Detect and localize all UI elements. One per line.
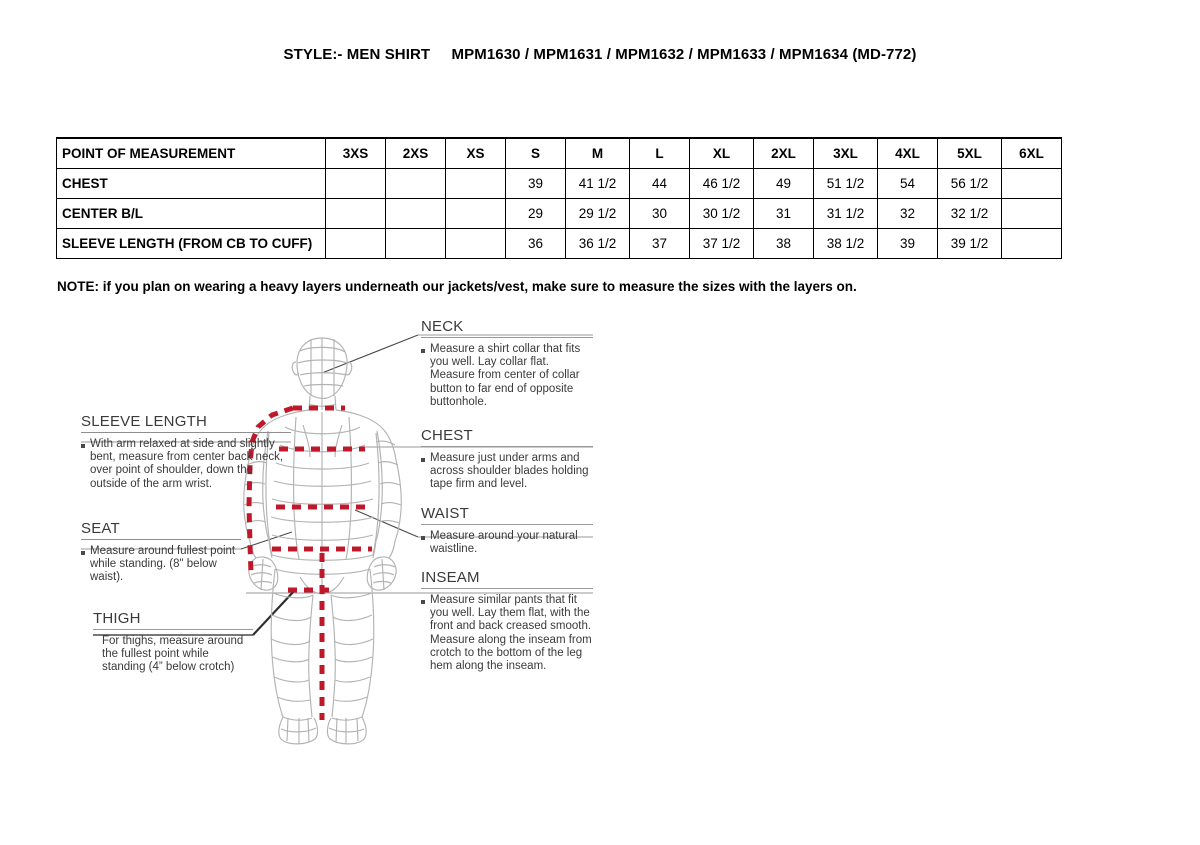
table-cell: 30 [629, 197, 690, 229]
table-cell: 29 [505, 197, 566, 229]
bullet-icon [81, 551, 85, 555]
table-cell: 41 1/2 [565, 167, 630, 199]
column-header: S [505, 137, 566, 169]
callout-neck: NECK Measure a shirt collar that fits yo… [421, 318, 593, 409]
table-cell: 54 [877, 167, 938, 199]
body-figure-illustration [81, 334, 593, 745]
column-header: XS [445, 137, 506, 169]
table-cell [325, 227, 386, 259]
table-cell: 37 1/2 [689, 227, 754, 259]
callout-sleeve-length: SLEEVE LENGTH With arm relaxed at side a… [81, 413, 291, 491]
callout-waist: WAIST Measure around your natural waistl… [421, 505, 593, 556]
note-text: NOTE: if you plan on wearing a heavy lay… [57, 279, 857, 294]
callout-seat: SEAT Measure around fullest point while … [81, 520, 241, 585]
callout-heading: SLEEVE LENGTH [81, 413, 291, 433]
table-cell: 31 1/2 [813, 197, 878, 229]
table-cell: 38 [753, 227, 814, 259]
callout-text: Measure around your natural waistline. [430, 530, 578, 556]
table-cell: 30 1/2 [689, 197, 754, 229]
table-cell [445, 197, 506, 229]
table-cell: 37 [629, 227, 690, 259]
row-label: SLEEVE LENGTH (FROM CB TO CUFF) [56, 227, 326, 259]
table-cell [385, 197, 446, 229]
callout-text: Measure just under arms and across shoul… [430, 452, 589, 491]
callout-inseam: INSEAM Measure similar pants that fit yo… [421, 569, 593, 673]
bullet-icon [421, 458, 425, 462]
callout-text: With arm relaxed at side and slightly be… [90, 438, 284, 490]
column-header: 3XS [325, 137, 386, 169]
table-cell [1001, 167, 1062, 199]
size-chart-table: POINT OF MEASUREMENT 3XS 2XS XS S M L XL… [56, 137, 1062, 259]
column-header: XL [689, 137, 754, 169]
table-cell [385, 167, 446, 199]
callout-heading: THIGH [93, 610, 253, 630]
callout-heading: INSEAM [421, 569, 593, 589]
measurement-lines [246, 405, 372, 720]
column-header: POINT OF MEASUREMENT [56, 137, 326, 169]
table-cell: 32 [877, 197, 938, 229]
table-cell: 39 [505, 167, 566, 199]
row-label: CHEST [56, 167, 326, 199]
table-cell [445, 167, 506, 199]
column-header: 2XL [753, 137, 814, 169]
bullet-icon [421, 600, 425, 604]
callout-chest: CHEST Measure just under arms and across… [421, 427, 593, 492]
table-cell: 38 1/2 [813, 227, 878, 259]
table-cell [325, 167, 386, 199]
table-cell [325, 197, 386, 229]
table-cell: 36 [505, 227, 566, 259]
callout-heading: NECK [421, 318, 593, 338]
table-cell [1001, 197, 1062, 229]
table-cell: 51 1/2 [813, 167, 878, 199]
row-label: CENTER B/L [56, 197, 326, 229]
column-header: L [629, 137, 690, 169]
callout-heading: WAIST [421, 505, 593, 525]
table-cell: 36 1/2 [565, 227, 630, 259]
column-header: 2XS [385, 137, 446, 169]
table-cell: 32 1/2 [937, 197, 1002, 229]
table-cell: 39 1/2 [937, 227, 1002, 259]
column-header: M [565, 137, 630, 169]
callout-text: Measure similar pants that fit you well.… [430, 594, 592, 673]
table-cell: 56 1/2 [937, 167, 1002, 199]
table-cell: 49 [753, 167, 814, 199]
callout-heading: CHEST [421, 427, 593, 447]
table-cell: 39 [877, 227, 938, 259]
table-cell [385, 227, 446, 259]
column-header: 6XL [1001, 137, 1062, 169]
table-cell [445, 227, 506, 259]
callout-text: Measure a shirt collar that fits you wel… [430, 343, 581, 408]
callout-thigh: THIGH For thighs, measure around the ful… [93, 610, 253, 675]
column-header: 5XL [937, 137, 1002, 169]
callout-text: For thighs, measure around the fullest p… [102, 635, 244, 674]
table-header-row: POINT OF MEASUREMENT 3XS 2XS XS S M L XL… [56, 137, 1062, 169]
measurement-diagram: NECK Measure a shirt collar that fits yo… [0, 305, 1200, 755]
callout-heading: SEAT [81, 520, 241, 540]
table-cell: 29 1/2 [565, 197, 630, 229]
callout-text: Measure around fullest point while stand… [90, 545, 236, 584]
table-cell [1001, 227, 1062, 259]
page-title: STYLE:- MEN SHIRT MPM1630 / MPM1631 / MP… [283, 46, 917, 63]
table-row: CENTER B/L 29 29 1/2 30 30 1/2 31 31 1/2… [56, 197, 1062, 229]
table-row: SLEEVE LENGTH (FROM CB TO CUFF) 36 36 1/… [56, 227, 1062, 259]
table-cell: 44 [629, 167, 690, 199]
table-cell: 31 [753, 197, 814, 229]
bullet-icon [81, 444, 85, 448]
bullet-icon [421, 349, 425, 353]
sleeve-length-measure-line [246, 405, 294, 574]
leader-lines [81, 334, 593, 636]
column-header: 4XL [877, 137, 938, 169]
table-cell: 46 1/2 [689, 167, 754, 199]
table-row: CHEST 39 41 1/2 44 46 1/2 49 51 1/2 54 5… [56, 167, 1062, 199]
column-header: 3XL [813, 137, 878, 169]
bullet-icon [421, 536, 425, 540]
